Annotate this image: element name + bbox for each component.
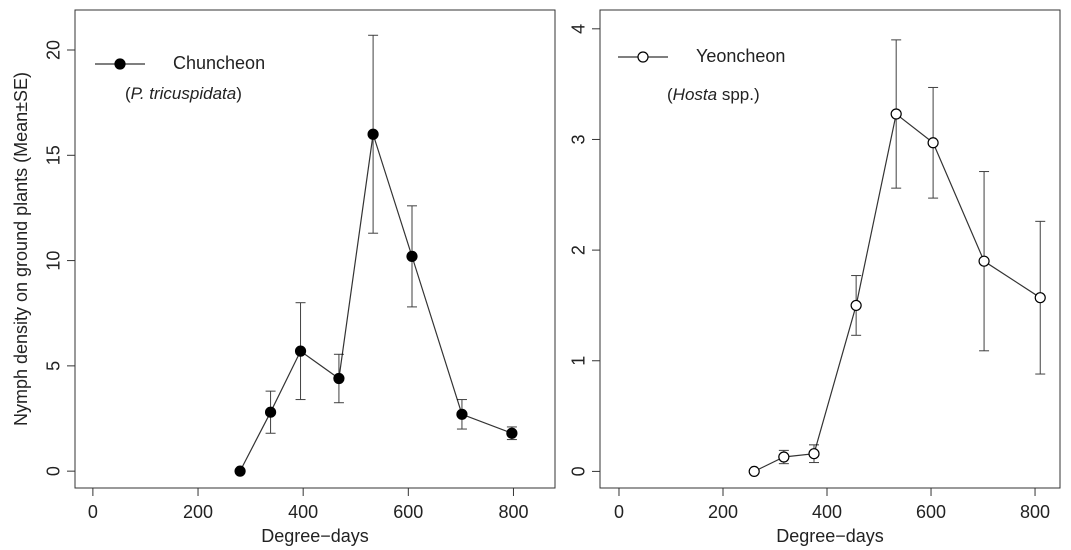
data-point <box>890 108 902 120</box>
y-tick-label: 3 <box>569 134 589 144</box>
series-line <box>239 134 513 472</box>
data-point <box>748 465 760 478</box>
x-tick-label: 200 <box>708 502 738 522</box>
data-point <box>1034 292 1046 304</box>
plot-frame <box>74 9 556 489</box>
data-point <box>406 250 418 262</box>
data-point <box>506 427 518 439</box>
x-tick-label: 600 <box>916 502 946 522</box>
y-tick-label: 20 <box>44 40 64 60</box>
data-point <box>234 465 246 477</box>
annotation-part: ( <box>125 84 131 103</box>
y-tick-label: 1 <box>569 356 589 366</box>
y-tick-label: 5 <box>44 361 64 371</box>
data-point <box>850 299 862 312</box>
x-tick-label: 400 <box>812 502 842 522</box>
annotation: (P. tricuspidata) <box>125 84 242 103</box>
x-tick-label: 400 <box>288 502 318 522</box>
legend-marker <box>114 58 126 70</box>
x-tick-label: 800 <box>1020 502 1050 522</box>
annotation-part: spp.) <box>717 85 760 104</box>
data-point <box>978 255 990 267</box>
legend-marker <box>637 51 649 63</box>
series-line <box>753 112 1041 472</box>
x-tick-label: 0 <box>88 502 98 522</box>
data-point <box>294 345 307 357</box>
y-tick-label: 2 <box>569 245 589 255</box>
y-axis-label: Nymph density on ground plants (Mean±SE) <box>11 72 31 426</box>
x-axis-label: Degree−days <box>261 526 369 546</box>
x-tick-label: 0 <box>614 502 624 522</box>
data-point <box>264 406 277 418</box>
x-tick-label: 600 <box>393 502 423 522</box>
y-tick-label: 0 <box>44 466 64 476</box>
y-tick-label: 0 <box>569 466 589 476</box>
data-point <box>927 137 939 149</box>
y-tick-label: 10 <box>44 251 64 271</box>
annotation-part: ( <box>667 85 673 104</box>
annotation-part: Hosta <box>673 85 717 104</box>
annotation: (Hosta spp.) <box>667 85 760 104</box>
plot-frame <box>599 9 1061 489</box>
annotation-part: P. tricuspidata <box>131 84 237 103</box>
data-point <box>808 448 820 460</box>
annotation-part: ) <box>236 84 242 103</box>
x-tick-label: 800 <box>498 502 528 522</box>
legend-label: Yeoncheon <box>696 46 785 66</box>
x-axis-label: Degree−days <box>776 526 884 546</box>
data-point <box>456 408 468 420</box>
data-point <box>333 372 345 385</box>
y-tick-label: 15 <box>44 145 64 165</box>
legend-label: Chuncheon <box>173 53 265 73</box>
x-tick-label: 200 <box>183 502 213 522</box>
data-point <box>778 451 790 463</box>
y-tick-label: 4 <box>569 24 589 34</box>
data-point <box>367 128 379 140</box>
